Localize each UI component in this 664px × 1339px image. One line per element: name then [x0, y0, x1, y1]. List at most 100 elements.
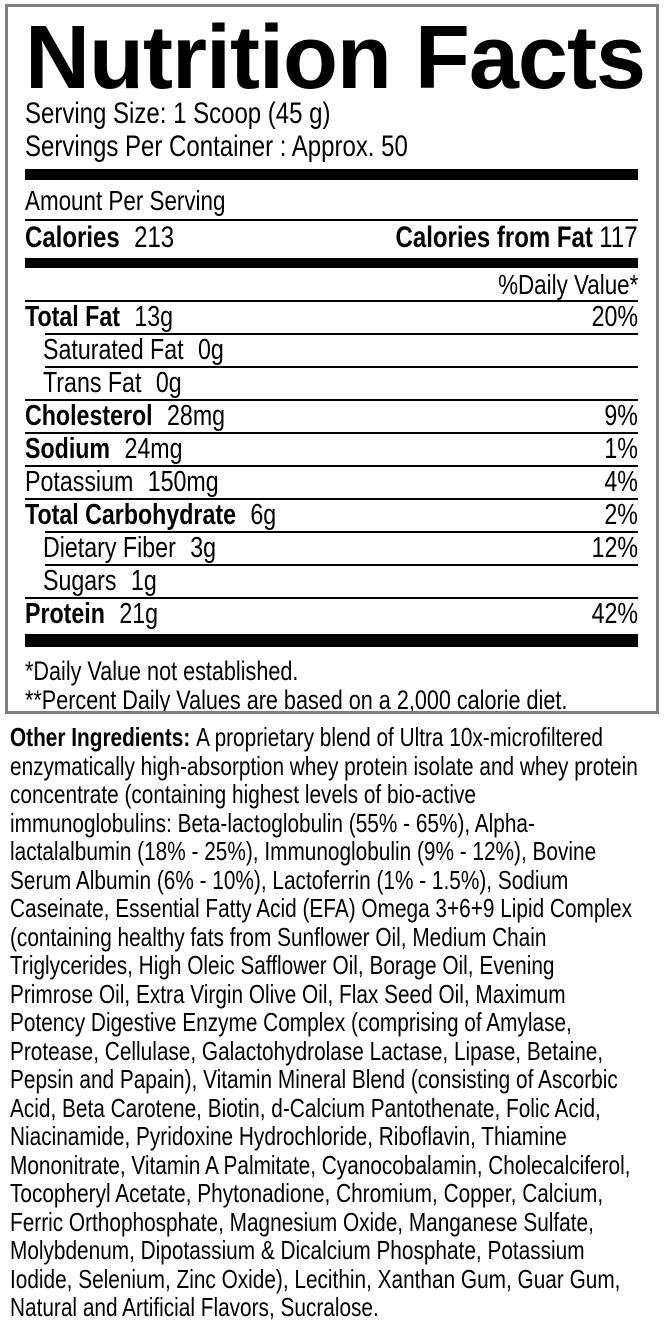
calories-group: Calories 213 [25, 221, 174, 255]
nutrient-amount: 1g [130, 565, 157, 597]
calories-row: Calories 213 Calories from Fat 117 [25, 221, 638, 254]
nutrient-row: Total Fat 13g 20% [25, 301, 638, 334]
calories-from-fat-label: Calories from Fat [395, 220, 594, 254]
nutrient-amount: 6g [250, 499, 277, 531]
nutrient-name: Trans Fat [43, 367, 142, 399]
nutrient-name-amount: Potassium 150mg [25, 466, 219, 499]
row-divider [25, 465, 638, 467]
ingredients-line: immunoglobulins: Beta-lactoglobulin (55%… [10, 808, 664, 838]
nutrient-name-amount: Saturated Fat 0g [43, 334, 224, 367]
ingredients-line-text: Acid, Beta Carotene, Biotin, d-Calcium P… [10, 1092, 601, 1123]
ingredients-line: Mononitrate, Vitamin A Palmitate, Cyanoc… [10, 1149, 664, 1180]
nutrient-amount: 24mg [124, 433, 183, 465]
ingredients-line-text: Potency Digestive Enzyme Complex (compri… [10, 1007, 572, 1037]
ingredients-line: Triglycerides, High Oleic Safflower Oil,… [10, 951, 664, 980]
ingredients-line-text: Mononitrate, Vitamin A Palmitate, Cyanoc… [10, 1149, 631, 1180]
nutrient-name: Protein [25, 598, 105, 630]
nutrient-daily-value: 9% [604, 400, 638, 432]
nutrient-name: Sugars [43, 565, 117, 597]
ingredients-line: Niacinamide, Pyridoxine Hydrochloride, R… [10, 1122, 664, 1151]
nutrient-daily-value: 1% [604, 433, 638, 465]
ingredients-line-text: Tocopheryl Acetate, Phytonadione, Chromi… [10, 1178, 604, 1208]
nutrient-name: Total Carbohydrate [25, 499, 236, 531]
calories-from-fat-group: Calories from Fat 117 [396, 221, 638, 255]
ingredients-line-text: Triglycerides, High Oleic Safflower Oil,… [10, 950, 555, 980]
nutrient-name-amount: Total Fat 13g [25, 301, 173, 334]
nutrient-row: Saturated Fat 0g [25, 334, 638, 367]
row-divider [25, 432, 638, 434]
nutrient-amount: 28mg [167, 400, 226, 432]
nutrient-amount: 21g [119, 598, 159, 630]
nutrient-amount: 150mg [147, 466, 219, 498]
thick-divider-top [25, 169, 638, 180]
ingredients-line-text: lactalalbumin (18% - 25%), Immunoglobuli… [10, 836, 597, 866]
nutrient-name: Cholesterol [25, 400, 153, 432]
ingredients-line: Tocopheryl Acetate, Phytonadione, Chromi… [10, 1179, 664, 1208]
ingredients-line: Primrose Oil, Extra Virgin Olive Oil, Fl… [10, 978, 664, 1009]
ingredients-line: Pepsin and Papain), Vitamin Mineral Blen… [10, 1065, 664, 1094]
footnote-daily-value-text: *Daily Value not established. [25, 656, 299, 686]
ingredients-line-text: Ferric Orthophosphate, Magnesium Oxide, … [10, 1206, 594, 1237]
calories-value: 213 [134, 220, 175, 254]
nutrient-row: Potassium 150mg 4% [25, 466, 638, 499]
ingredients-line-text: enzymatically high-absorption whey prote… [10, 750, 638, 781]
row-divider [45, 531, 638, 533]
ingredients-line: Ferric Orthophosphate, Magnesium Oxide, … [10, 1206, 664, 1237]
footnote-row: **Percent Daily Values are based on a 2,… [25, 685, 638, 714]
footnotes: *Daily Value not established. **Percent … [25, 647, 638, 714]
ingredients-line-text: Serum Albumin (6% - 10%), Lactoferrin (1… [10, 864, 569, 895]
nutrient-name: Sodium [25, 433, 111, 465]
ingredients-paragraph: Other Ingredients: A proprietary blend o… [10, 723, 664, 1322]
ingredients-line: Acid, Beta Carotene, Biotin, d-Calcium P… [10, 1092, 664, 1123]
ingredients-line: Other Ingredients: A proprietary blend o… [10, 723, 664, 752]
nutrient-name: Potassium [25, 466, 134, 498]
nutrient-name-amount: Sugars 1g [43, 565, 157, 598]
calories-label: Calories [25, 220, 120, 254]
ingredients-line: Caseinate, Essential Fatty Acid (EFA) Om… [10, 894, 664, 923]
nutrient-row: Trans Fat 0g [25, 367, 638, 399]
nutrient-name-amount: Total Carbohydrate 6g [25, 499, 276, 532]
nutrient-daily-value: 2% [604, 499, 638, 531]
amount-per-serving-row: Amount Per Serving [25, 180, 638, 221]
calories-from-fat-value: 117 [599, 220, 638, 254]
ingredients-line: (containing healthy fats from Sunflower … [10, 921, 664, 952]
ingredients-line-text: Caseinate, Essential Fatty Acid (EFA) Om… [10, 893, 632, 923]
nutrient-row: Dietary Fiber 3g 12% [25, 532, 638, 565]
ingredients-line: Iodide, Selenium, Zinc Oxide), Lecithin,… [10, 1263, 664, 1294]
ingredients-line: Potency Digestive Enzyme Complex (compri… [10, 1008, 664, 1037]
ingredients-line: Molybdenum, Dipotassium & Dicalcium Phos… [10, 1236, 664, 1265]
ingredients-line-text: Primrose Oil, Extra Virgin Olive Oil, Fl… [10, 978, 566, 1009]
servings-per-container-text: Servings Per Container : Approx. 50 [25, 130, 408, 163]
row-divider [25, 498, 638, 500]
serving-size-row: Serving Size: 1 Scoop (45 g) [25, 97, 638, 130]
nutrient-name: Saturated Fat [43, 334, 184, 366]
row-divider [45, 366, 638, 368]
panel-title-row: Nutrition Facts [25, 13, 646, 103]
ingredients-line-text: concentrate (containing highest levels o… [10, 779, 476, 809]
ingredients-line: Protease, Cellulase, Galactohydrolase La… [10, 1036, 664, 1066]
row-divider [25, 399, 638, 401]
ingredients-line: concentrate (containing highest levels o… [10, 780, 664, 809]
nutrient-daily-value: 12% [591, 532, 638, 564]
nutrient-row: Sugars 1g [25, 565, 638, 598]
ingredients-line-text: Pepsin and Papain), Vitamin Mineral Blen… [10, 1064, 618, 1094]
nutrient-amount: 0g [197, 334, 224, 366]
ingredients-line-text: Other Ingredients: A proprietary blend o… [10, 722, 603, 752]
nutrient-daily-value: 42% [591, 598, 638, 630]
ingredients-line-text: Natural and Artificial Flavors, Sucralos… [10, 1292, 379, 1322]
footnote-row: *Daily Value not established. [25, 657, 638, 686]
ingredients-line: lactalalbumin (18% - 25%), Immunoglobuli… [10, 837, 664, 866]
nutrient-name: Dietary Fiber [43, 532, 176, 564]
footnote-percent-dv-text: **Percent Daily Values are based on a 2,… [25, 685, 568, 714]
nutrient-name: Total Fat [25, 301, 120, 333]
nutrient-name-amount: Dietary Fiber 3g [43, 532, 216, 565]
nutrient-name-amount: Protein 21g [25, 598, 158, 631]
row-divider [25, 597, 638, 599]
ingredients-line-text: Iodide, Selenium, Zinc Oxide), Lecithin,… [10, 1263, 621, 1294]
nutrient-row: Sodium 24mg 1% [25, 433, 638, 465]
ingredients-line-text: (containing healthy fats from Sunflower … [10, 921, 547, 952]
serving-size-text: Serving Size: 1 Scoop (45 g) [25, 97, 331, 130]
row-divider [45, 564, 638, 566]
nutrient-amount: 3g [190, 532, 217, 564]
row-divider [45, 333, 638, 335]
